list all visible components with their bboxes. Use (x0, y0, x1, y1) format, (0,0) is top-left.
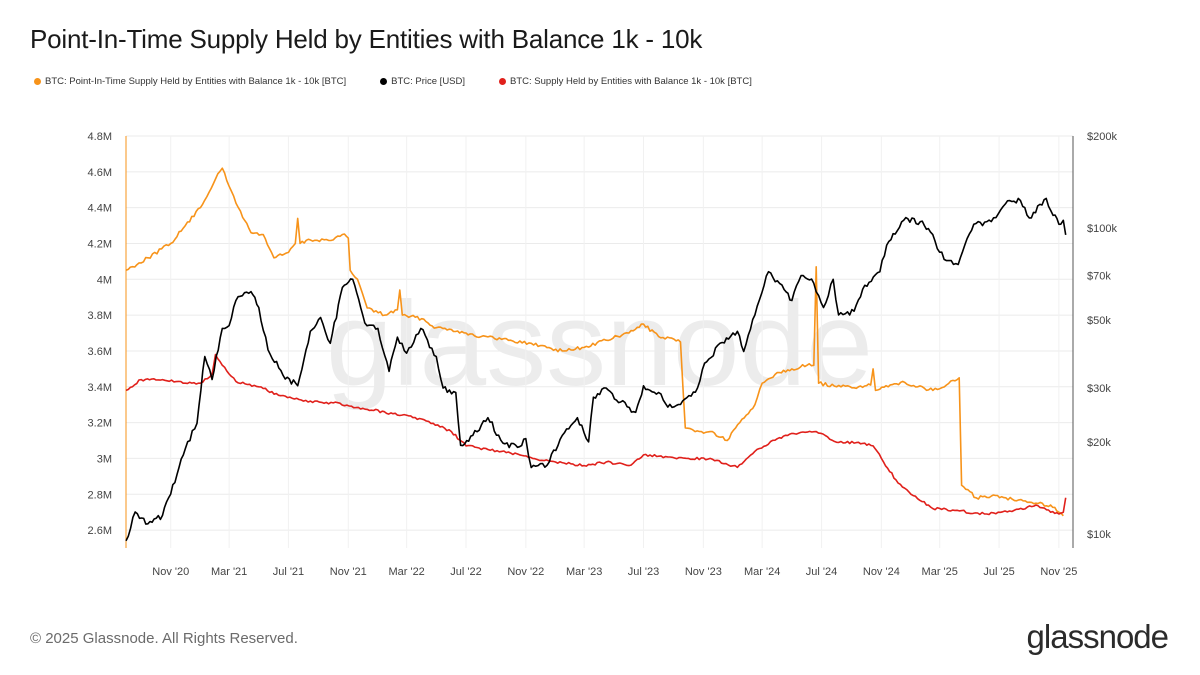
x-tick-label: Nov '20 (152, 566, 189, 578)
x-tick-label: Nov '24 (863, 566, 900, 578)
copyright-text: © 2025 Glassnode. All Rights Reserved. (30, 630, 298, 647)
y-right-tick-label: $70k (1087, 270, 1111, 282)
y-left-tick-label: 4.4M (88, 203, 112, 215)
legend-dot-price (380, 78, 388, 85)
y-left-tick-label: 3.4M (88, 382, 112, 394)
series-line-price (125, 197, 1067, 542)
x-tick-label: Mar '21 (211, 566, 247, 578)
y-right-tick-label: $30k (1087, 383, 1111, 395)
x-tick-label: Nov '21 (330, 566, 367, 578)
y-left-tick-label: 4.8M (88, 131, 112, 143)
legend-dot-supply (499, 78, 507, 85)
y-left-tick-label: 2.8M (88, 489, 112, 501)
legend-dot-pit-supply (34, 78, 41, 85)
brand-logo: glassnode (1026, 618, 1169, 655)
y-left-tick-label: 2.6M (88, 525, 112, 537)
y-left-tick-label: 4.2M (88, 238, 112, 250)
y-left-tick-label: 4.6M (88, 167, 112, 179)
y-left-tick-label: 3M (97, 453, 112, 465)
chart-title: Point-In-Time Supply Held by Entities wi… (30, 24, 703, 54)
y-right-tick-label: $200k (1087, 131, 1117, 143)
x-tick-label: Jul '21 (273, 566, 304, 578)
y-left-tick-label: 4M (97, 274, 112, 286)
x-tick-label: Mar '25 (922, 566, 958, 578)
x-tick-label: Mar '24 (744, 566, 780, 578)
x-tick-label: Nov '23 (685, 566, 722, 578)
y-right-tick-label: $50k (1087, 315, 1111, 327)
x-tick-label: Jul '22 (450, 566, 481, 578)
legend-label-price: BTC: Price [USD] (391, 76, 466, 87)
legend-item-price[interactable]: BTC: Price [USD] (380, 76, 465, 87)
chart-legend: BTC: Point-In-Time Supply Held by Entiti… (34, 76, 752, 87)
y-right-tick-label: $10k (1087, 529, 1111, 541)
x-tick-label: Jul '25 (983, 566, 1014, 578)
legend-label-pit-supply: BTC: Point-In-Time Supply Held by Entiti… (45, 76, 347, 87)
y-left-tick-label: 3.8M (88, 310, 112, 322)
legend-item-pit-supply[interactable]: BTC: Point-In-Time Supply Held by Entiti… (34, 76, 346, 87)
x-tick-label: Mar '23 (566, 566, 602, 578)
legend-label-supply: BTC: Supply Held by Entities with Balanc… (510, 76, 752, 87)
y-left-tick-label: 3.2M (88, 418, 112, 430)
x-tick-label: Mar '22 (388, 566, 424, 578)
x-tick-label: Nov '22 (507, 566, 544, 578)
x-tick-label: Nov '25 (1040, 566, 1077, 578)
y-right-tick-label: $100k (1087, 223, 1117, 235)
y-left-tick-label: 3.6M (88, 346, 112, 358)
watermark-text: glassnode (326, 277, 873, 411)
series-line-pit-supply (125, 167, 1064, 517)
series-line-supply (125, 353, 1067, 516)
x-tick-label: Jul '24 (806, 566, 837, 578)
y-right-tick-label: $20k (1087, 437, 1111, 449)
x-tick-label: Jul '23 (628, 566, 659, 578)
legend-item-supply[interactable]: BTC: Supply Held by Entities with Balanc… (499, 76, 752, 87)
